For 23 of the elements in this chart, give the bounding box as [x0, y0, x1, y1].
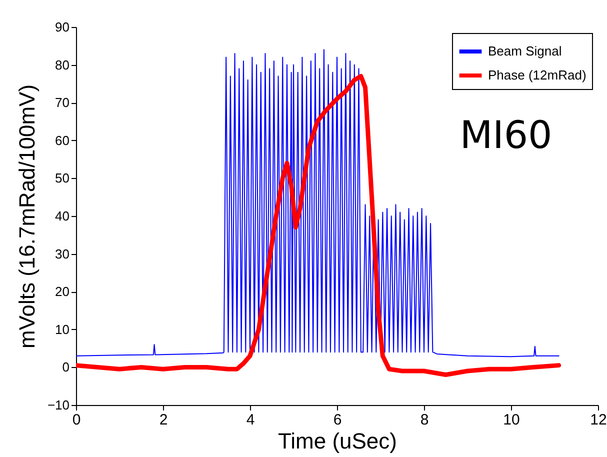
- y-axis-title: mVolts (16.7mRad/100mV): [14, 84, 40, 349]
- y-tick-label: 60: [55, 132, 70, 148]
- y-tick-label: 10: [55, 322, 70, 337]
- annotation: MI60: [460, 113, 552, 157]
- x-tick-label: 10: [503, 412, 520, 428]
- y-tick-label: 50: [55, 170, 70, 186]
- y-tick-label: 40: [55, 208, 70, 224]
- y-tick-label: 0: [62, 360, 70, 375]
- y-tick-label: 80: [55, 57, 70, 72]
- y-tick-label: 70: [55, 95, 70, 110]
- x-axis-title: Time (uSec): [278, 428, 397, 454]
- y-tick-label: 90: [55, 20, 70, 34]
- legend-label: Beam Signal: [488, 44, 562, 58]
- x-tick-label: 4: [246, 412, 255, 428]
- legend-label: Phase (12mRad): [488, 68, 586, 82]
- y-tick-label: 20: [55, 284, 70, 300]
- x-tick-label: 6: [333, 412, 342, 428]
- y-tick-label: −10: [47, 398, 70, 412]
- x-tick-label: 12: [590, 412, 607, 428]
- x-tick-label: 8: [420, 412, 429, 428]
- y-tick-label: 30: [55, 246, 70, 262]
- x-tick-label: 0: [72, 412, 81, 428]
- x-tick-label: 2: [159, 412, 168, 428]
